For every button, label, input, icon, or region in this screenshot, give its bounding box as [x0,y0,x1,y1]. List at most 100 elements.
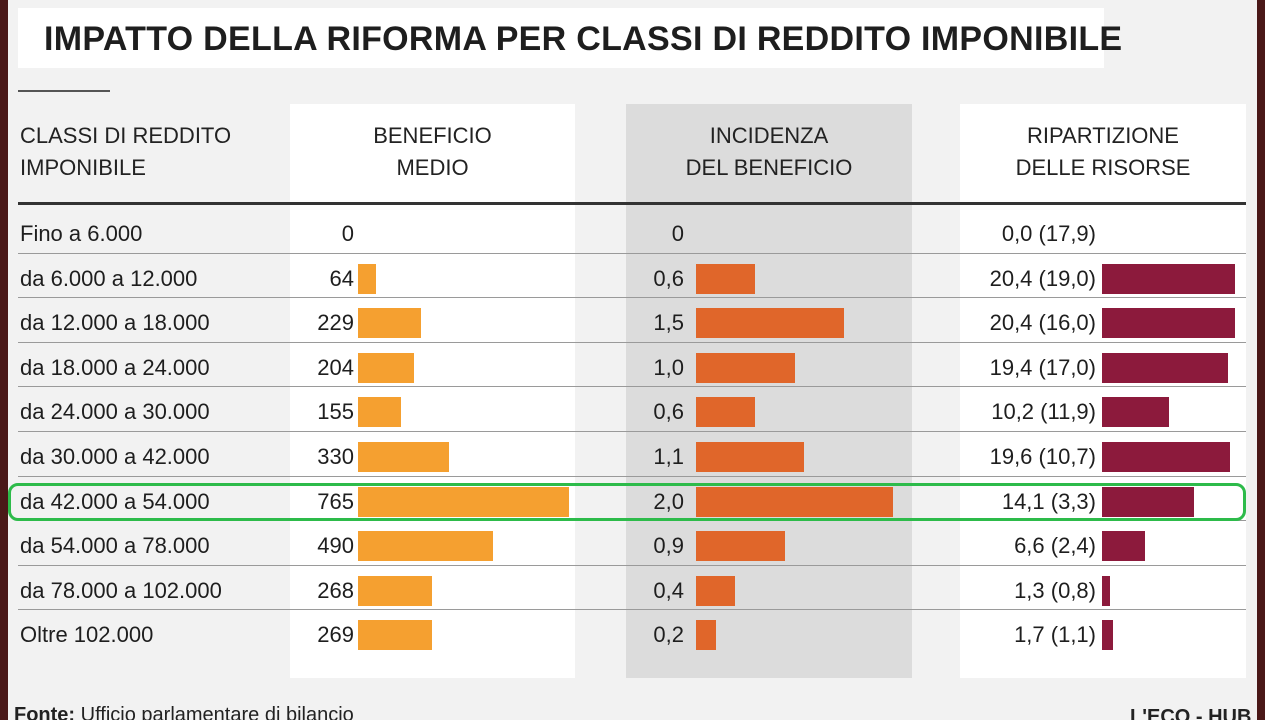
row-divider [18,341,1246,343]
row-label: da 54.000 a 78.000 [20,533,210,559]
row-divider [18,252,1246,254]
beneficio-bar [358,352,415,383]
ripartizione-value: 10,2 (11,9) [991,399,1096,425]
beneficio-value: 64 [329,265,354,291]
ripartizione-bar [1102,486,1194,517]
row-divider [18,609,1246,611]
ripartizione-bar [1102,308,1235,339]
incidenza-value: 0,6 [653,399,684,425]
ripartizione-value: 20,4 (16,0) [989,310,1096,336]
ripartizione-value: 1,7 (1,1) [1014,622,1096,648]
beneficio-bar [358,531,494,562]
beneficio-value: 269 [317,622,354,648]
row-divider [18,564,1246,566]
header-line: DEL BENEFICIO [685,155,853,180]
ripartizione-bar [1102,397,1169,428]
beneficio-value: 330 [317,444,354,469]
beneficio-bar [358,397,401,428]
beneficio-value: 229 [317,310,354,336]
infographic-card: IMPATTO DELLA RIFORMA PER CLASSI DI REDD… [8,0,1257,720]
incidenza-value: 0,9 [653,533,684,559]
row-label: da 42.000 a 54.000 [20,488,210,514]
beneficio-value: 204 [317,354,354,380]
row-divider [18,475,1246,477]
incidenza-bar [696,442,805,472]
row-label: Oltre 102.000 [20,622,154,648]
row-divider [18,386,1246,388]
incidenza-value: 0,6 [653,265,684,291]
column-header-classi: CLASSI DI REDDITO IMPONIBILE [20,120,231,184]
beneficio-value: 0 [341,221,354,246]
header-line: CLASSI DI REDDITO [20,123,232,148]
incidenza-value: 1,5 [653,310,684,336]
row-label: da 24.000 a 30.000 [20,399,210,425]
ripartizione-bar [1102,263,1235,294]
header-line: BENEFICIO [373,123,492,148]
header-rule [18,202,1246,205]
column-header-ripartizione: RIPARTIZIONE DELLE RISORSE [960,120,1246,184]
incidenza-bar [696,575,736,606]
ripartizione-value: 0,0 (17,9) [1001,221,1096,246]
header-line: INCIDENZA [709,123,829,148]
left-frame [0,0,8,720]
beneficio-value: 490 [317,533,354,559]
ripartizione-value: 19,4 (17,0) [989,354,1096,380]
panel-incidenza [626,104,912,678]
incidenza-value: 1,1 [653,444,684,469]
header-line: MEDIO [396,155,469,180]
brand-logo-text: L'ECO - HUB [1130,706,1252,720]
column-header-beneficio: BENEFICIO MEDIO [290,120,575,184]
ripartizione-bar [1102,531,1146,562]
incidenza-bar [696,263,756,294]
beneficio-bar [358,486,569,517]
beneficio-bar [358,575,432,606]
incidenza-bar [696,352,795,383]
header-line: RIPARTIZIONE [1027,123,1179,148]
source-text: Ufficio parlamentare di bilancio [80,704,354,720]
header-line: DELLE RISORSE [1015,155,1191,180]
row-label: da 18.000 a 24.000 [20,354,210,380]
row-divider [18,297,1246,299]
incidenza-bar [696,308,844,339]
incidenza-value: 0 [671,221,684,246]
column-header-incidenza: INCIDENZA DEL BENEFICIO [626,120,912,184]
row-label: da 6.000 a 12.000 [20,265,198,291]
beneficio-bar [358,308,422,339]
beneficio-value: 765 [317,488,354,514]
incidenza-value: 0,4 [653,577,684,603]
panel-beneficio [290,104,575,678]
ripartizione-value: 14,1 (3,3) [1001,488,1096,514]
source-label: Fonte: [14,704,76,720]
incidenza-value: 1,0 [653,354,684,380]
ripartizione-value: 19,6 (10,7) [989,444,1096,469]
ripartizione-value: 20,4 (19,0) [989,265,1096,291]
title-box: IMPATTO DELLA RIFORMA PER CLASSI DI REDD… [18,8,1122,68]
beneficio-bar [358,263,376,294]
incidenza-bar [696,397,756,428]
ripartizione-value: 1,3 (0,8) [1014,577,1096,603]
incidenza-bar [696,531,785,562]
beneficio-value: 155 [317,399,354,425]
ripartizione-bar [1102,442,1230,472]
beneficio-bar [358,442,450,472]
chart-title: IMPATTO DELLA RIFORMA PER CLASSI DI REDD… [44,20,1123,58]
ripartizione-bar [1102,620,1114,651]
highlight-outline [8,483,1246,521]
row-divider [18,431,1246,432]
short-rule [18,90,110,92]
source-note: Fonte: Ufficio parlamentare di bilancio [14,704,354,720]
ripartizione-bar [1102,352,1229,383]
beneficio-bar [358,620,433,651]
row-label: da 12.000 a 18.000 [20,310,210,336]
incidenza-value: 2,0 [653,488,684,514]
beneficio-value: 268 [317,577,354,603]
ripartizione-value: 6,6 (2,4) [1014,533,1096,559]
row-label: da 78.000 a 102.000 [20,577,222,603]
row-label: Fino a 6.000 [20,221,143,246]
incidenza-value: 0,2 [653,622,684,648]
header-line: IMPONIBILE [20,155,146,180]
incidenza-bar [696,486,893,517]
row-label: da 30.000 a 42.000 [20,444,210,469]
right-frame [1257,0,1265,720]
incidenza-bar [696,620,716,651]
